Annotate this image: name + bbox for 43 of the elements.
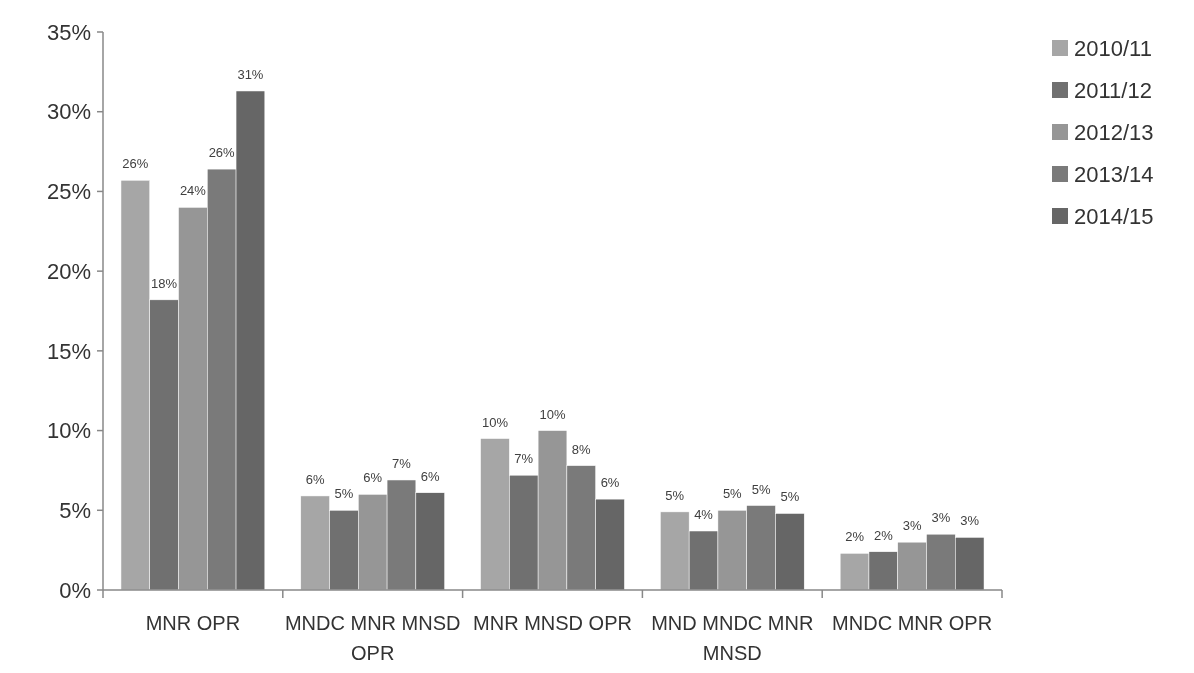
- data-label: 3%: [902, 518, 922, 534]
- y-tick-label: 0%: [59, 577, 91, 603]
- data-label: 2%: [873, 527, 894, 543]
- legend-label: 2013/14: [1074, 161, 1154, 187]
- data-label: 6%: [600, 475, 620, 491]
- data-label: 31%: [237, 66, 264, 82]
- data-label: 18%: [151, 275, 178, 291]
- x-tick-label: MNDC MNR OPR: [832, 612, 993, 634]
- data-label: 10%: [481, 414, 509, 430]
- y-tick-label: 30%: [46, 99, 91, 125]
- data-label: 3%: [960, 513, 980, 529]
- data-label: 10%: [539, 406, 566, 422]
- y-tick-label: 35%: [46, 19, 91, 45]
- data-label: 24%: [179, 183, 207, 199]
- data-label: 5%: [780, 489, 800, 505]
- data-label: 7%: [514, 451, 534, 467]
- y-tick-label: 5%: [59, 497, 91, 523]
- legend-label: 2010/11: [1074, 35, 1152, 61]
- data-label: 6%: [420, 468, 441, 484]
- legend-label: 2011/12: [1074, 77, 1152, 103]
- data-label: 6%: [305, 471, 325, 487]
- data-label: 5%: [665, 487, 685, 503]
- data-label: 4%: [694, 507, 714, 523]
- y-tick-label: 25%: [46, 179, 91, 205]
- data-label: 5%: [334, 486, 354, 502]
- x-tick-label: MNDC MNR MNSD OPR: [284, 612, 461, 664]
- data-label: 26%: [122, 156, 149, 172]
- legend-label: 2012/13: [1074, 119, 1154, 145]
- y-tick-label: 15%: [46, 338, 91, 364]
- data-label: 7%: [392, 455, 412, 471]
- data-label: 6%: [363, 470, 383, 486]
- x-tick-label: MND MNDC MNR MNSD: [651, 612, 814, 664]
- data-label: 5%: [751, 481, 771, 497]
- x-tick-label: MNR MNSD OPR: [473, 612, 632, 634]
- data-label: 8%: [571, 441, 592, 457]
- data-label: 26%: [208, 145, 236, 161]
- legend-label: 2014/15: [1074, 203, 1154, 229]
- data-label: 2%: [845, 529, 865, 545]
- data-label: 3%: [931, 510, 951, 526]
- x-tick-label: MNR OPR: [145, 612, 241, 634]
- y-tick-label: 20%: [46, 258, 91, 284]
- y-tick-label: 10%: [46, 418, 91, 444]
- data-label: 5%: [722, 486, 743, 502]
